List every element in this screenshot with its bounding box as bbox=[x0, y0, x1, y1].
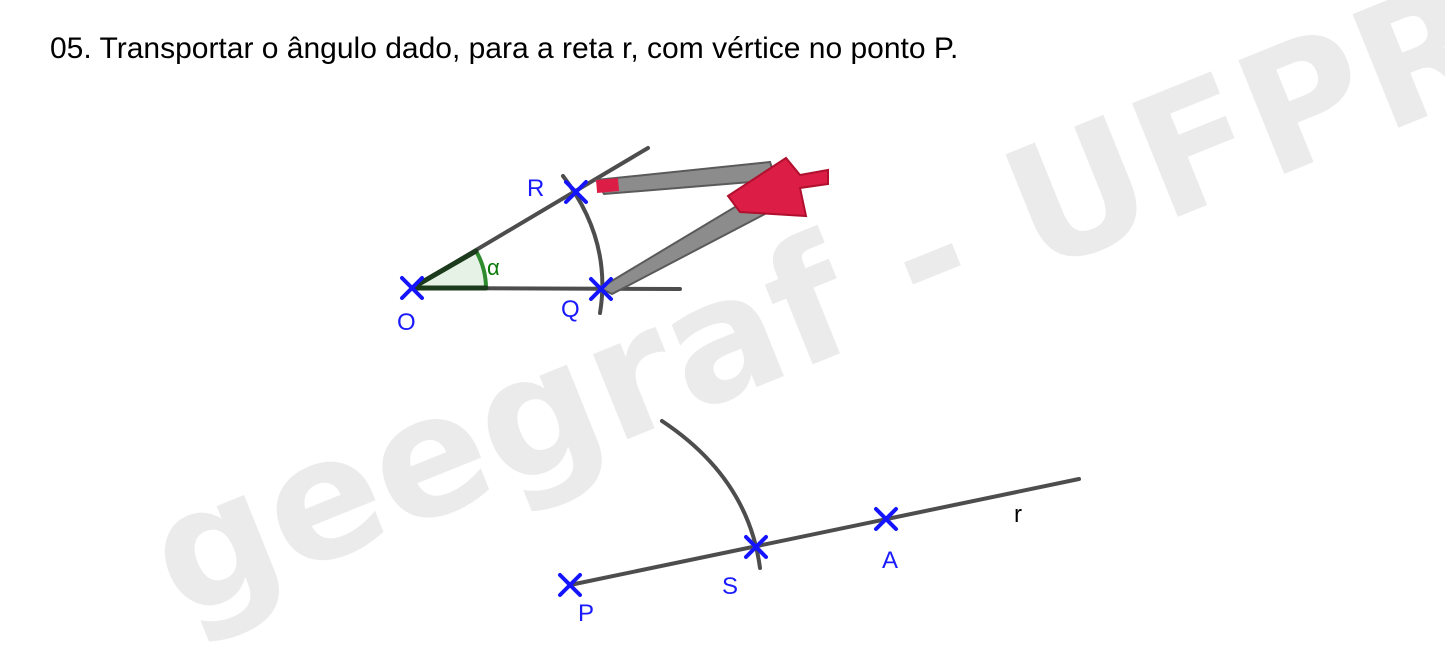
point-R-label: R bbox=[527, 175, 544, 202]
point-S-label: S bbox=[722, 573, 738, 600]
exercise-title: 05. Transportar o ângulo dado, para a re… bbox=[50, 32, 959, 65]
point-A-marker bbox=[874, 507, 898, 531]
point-O-marker bbox=[400, 276, 424, 300]
point-O-label: O bbox=[397, 309, 416, 336]
point-S-marker bbox=[744, 535, 768, 559]
point-A-label: A bbox=[882, 547, 898, 574]
point-P-label: P bbox=[578, 600, 594, 627]
line-r-label: r bbox=[1014, 501, 1022, 528]
compass-icon bbox=[594, 156, 829, 296]
point-R-marker bbox=[564, 180, 588, 204]
line-r bbox=[568, 477, 1081, 587]
point-Q-marker bbox=[589, 277, 613, 301]
angle-alpha-edge-2 bbox=[409, 248, 479, 291]
point-P-marker bbox=[558, 573, 582, 597]
compass-head bbox=[726, 156, 829, 218]
point-Q-label: Q bbox=[561, 296, 580, 323]
angle-alpha-label: α bbox=[487, 255, 500, 280]
compass-pencil-tip bbox=[596, 178, 620, 193]
watermark: geegraf - UFPR bbox=[122, 0, 1445, 657]
